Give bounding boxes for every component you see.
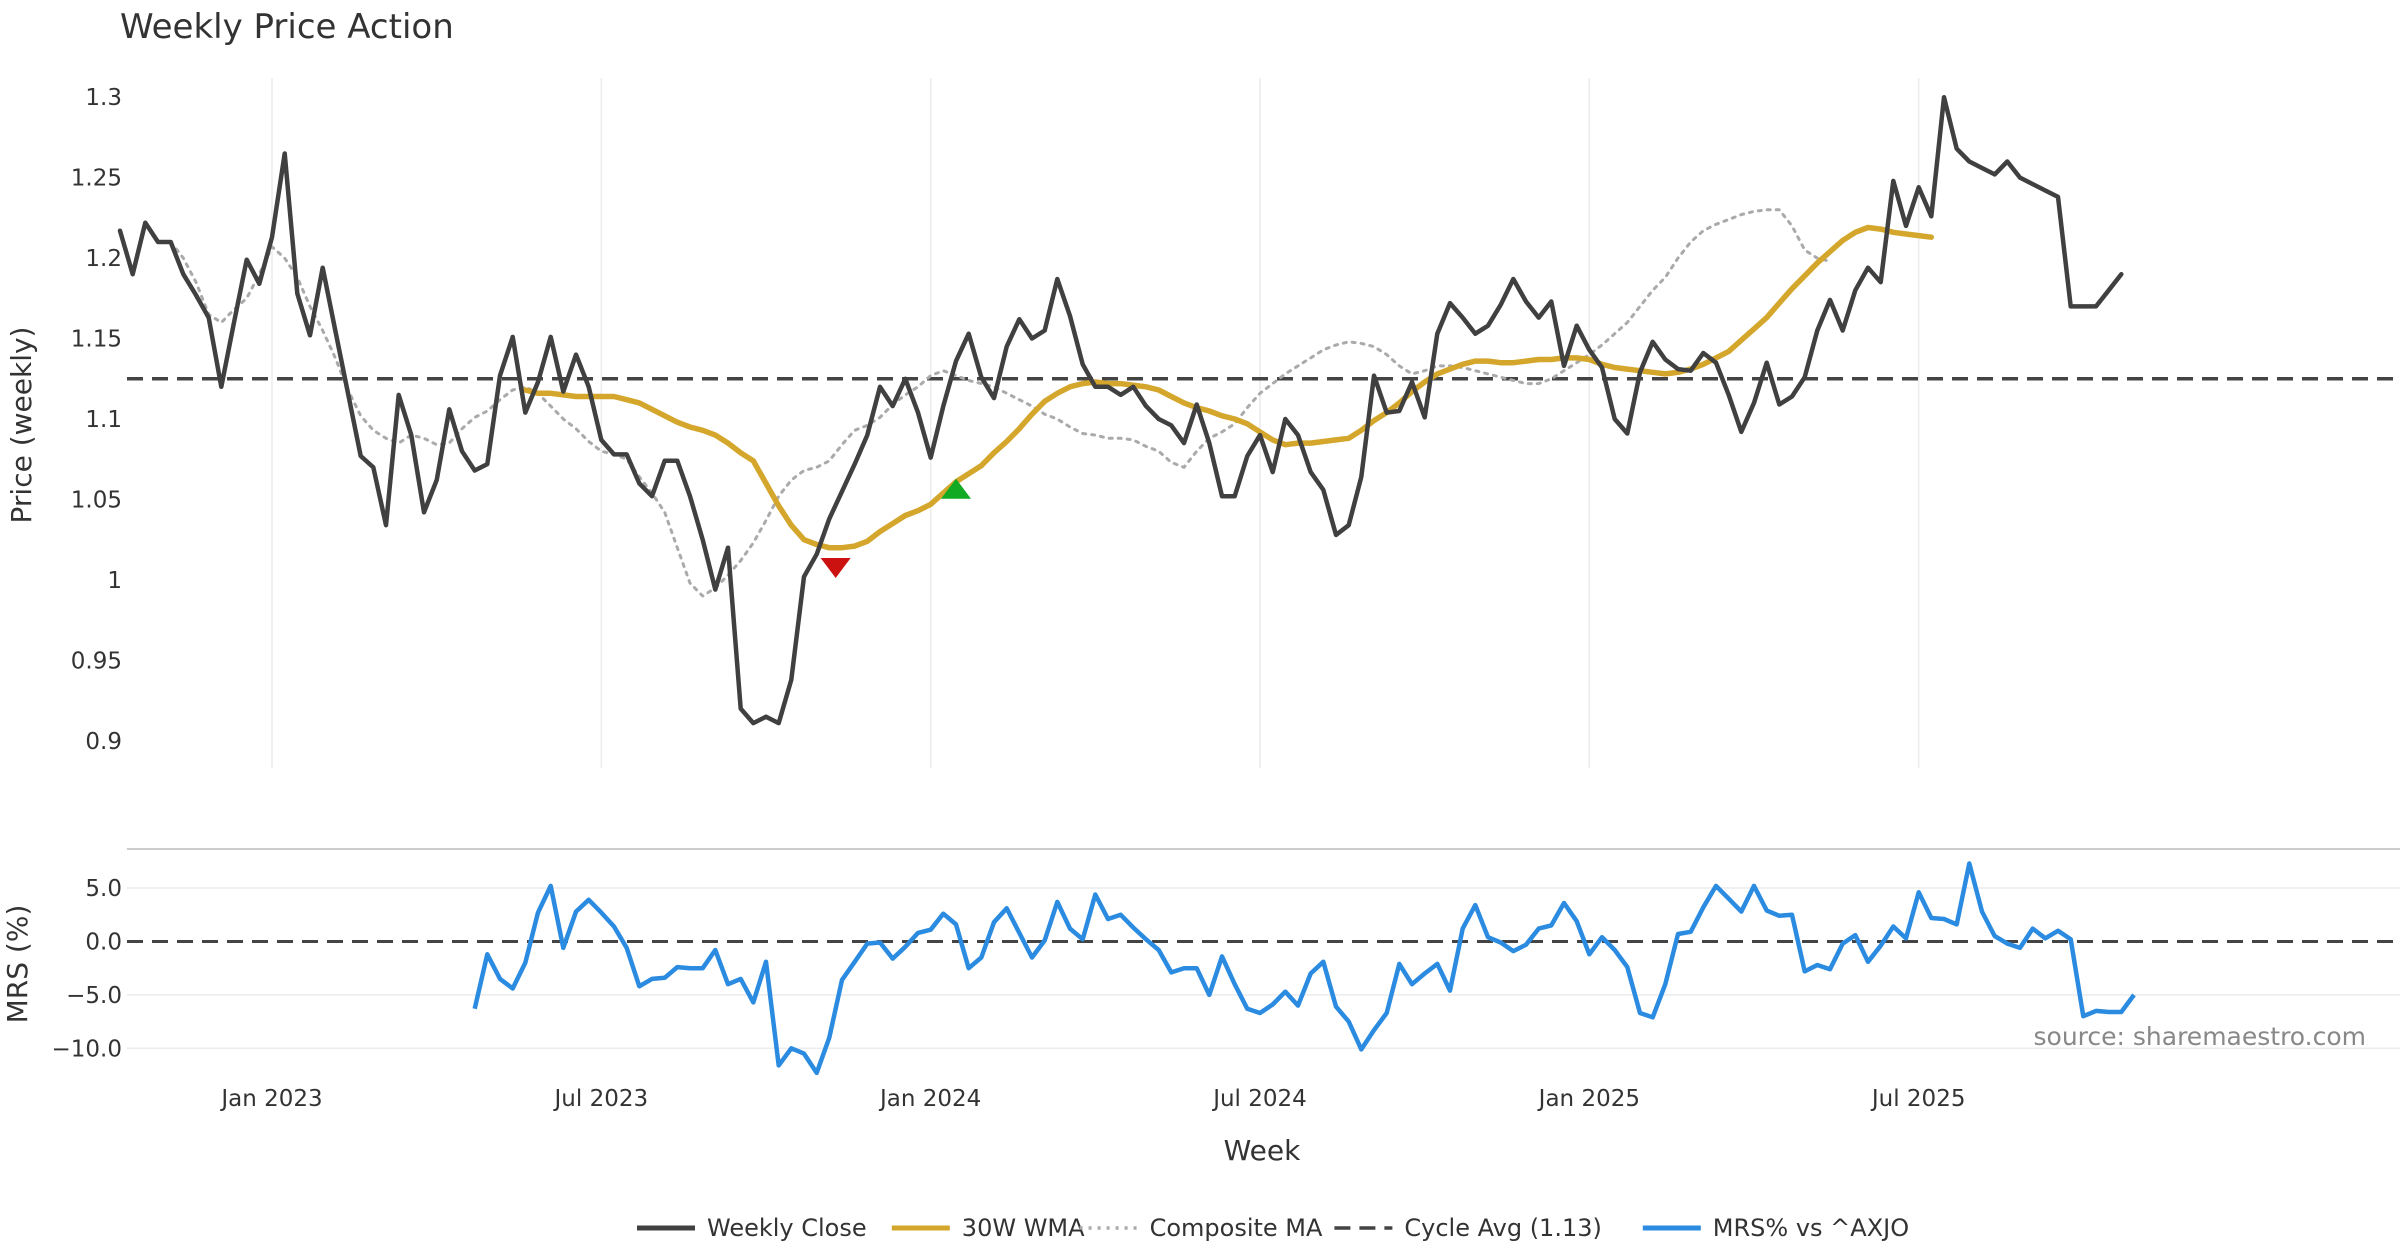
x-tick-2: Jan 2024: [878, 1086, 981, 1112]
price-y-tick-1: 0.95: [71, 648, 122, 674]
price-y-ticks: 0.9 0.95 1 1.05 1.1 1.15 1.2 1.25 1.3: [71, 85, 122, 755]
price-y-tick-0: 0.9: [85, 729, 122, 755]
price-y-tick-5: 1.15: [71, 327, 122, 353]
signal-markers: [820, 478, 971, 579]
series-composite-ma: [169, 208, 1832, 598]
series-weekly-close: [117, 94, 2124, 726]
source-annotation: source: sharemaestro.com: [2034, 1022, 2367, 1051]
price-y-tick-3: 1.05: [71, 487, 122, 513]
mrs-y-tick-0: 5.0: [85, 876, 122, 902]
x-tick-1: Jul 2023: [553, 1086, 649, 1112]
x-tick-3: Jul 2024: [1211, 1086, 1307, 1112]
legend-label-30w-wma: 30W WMA: [962, 1214, 1085, 1242]
price-vertical-grid: [271, 78, 1920, 768]
price-y-tick-7: 1.25: [71, 166, 122, 192]
legend: Weekly Close 30W WMA Composite MA Cycle Avg…: [637, 1214, 1909, 1242]
price-y-tick-4: 1.1: [85, 407, 122, 433]
x-axis-label: Week: [1224, 1134, 1301, 1167]
mrs-y-tick-2: −5.0: [66, 983, 122, 1009]
legend-label-mrs-vs-axjo: MRS% vs ^AXJO: [1713, 1214, 1909, 1242]
x-tick-4: Jan 2025: [1537, 1086, 1640, 1112]
price-y-tick-2: 1: [107, 568, 122, 594]
buy-signal-marker: [941, 478, 971, 499]
price-y-tick-8: 1.3: [85, 85, 122, 111]
mrs-y-ticks: 5.0 0.0 −5.0 −10.0: [52, 876, 122, 1062]
x-tick-5: Jul 2025: [1870, 1086, 1966, 1112]
x-ticks: Jan 2023 Jul 2023 Jan 2024 Jul 2024 Jan 2025…: [219, 1086, 1965, 1112]
mrs-y-axis-label: MRS (%): [1, 905, 34, 1024]
mrs-horizontal-grid: [127, 887, 2400, 1050]
sell-signal-marker: [820, 558, 851, 579]
x-tick-0: Jan 2023: [219, 1086, 322, 1112]
price-y-tick-6: 1.2: [85, 246, 122, 272]
series-30w-wma: [522, 224, 1935, 551]
price-series: [117, 94, 2400, 726]
mrs-y-tick-3: −10.0: [52, 1036, 122, 1062]
legend-label-composite-ma: Composite MA: [1150, 1214, 1323, 1242]
mrs-y-tick-1: 0.0: [85, 929, 122, 955]
chart-title: Weekly Price Action: [120, 7, 454, 47]
mrs-series: [127, 861, 2400, 1076]
series-mrs-vs-axjo: [472, 861, 2136, 1076]
legend-label-weekly-close: Weekly Close: [707, 1214, 867, 1242]
price-y-axis-label: Price (weekly): [5, 327, 38, 524]
legend-label-cycle-avg-1-13: Cycle Avg (1.13): [1404, 1214, 1601, 1242]
